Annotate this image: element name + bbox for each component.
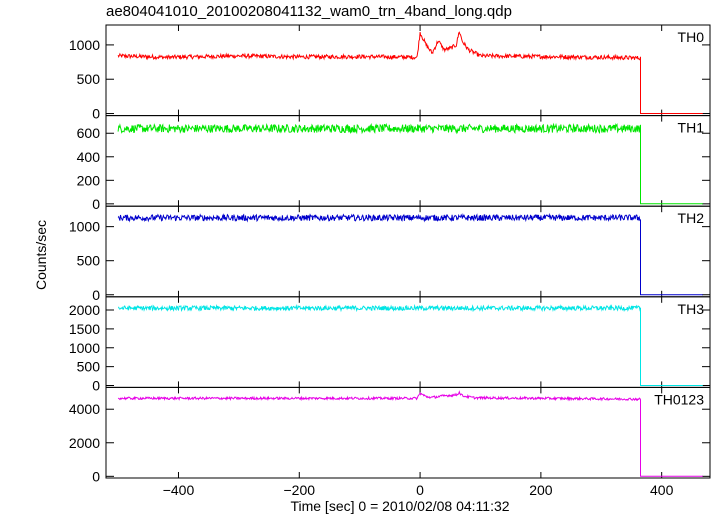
- x-tick-label: −400: [163, 482, 195, 498]
- x-tick-label: 0: [416, 482, 424, 498]
- series-label: TH3: [678, 301, 705, 317]
- panel-frame: [105, 24, 711, 117]
- x-tick-label: 400: [650, 482, 674, 498]
- y-tick-label: 1000: [69, 37, 100, 53]
- panel-th1: 0 200 400 600 TH1: [77, 115, 711, 212]
- panels-group: 0 500 1000 TH0 0 200 400 600 TH1 0 500 1000 TH2 0 500 1…: [69, 24, 711, 498]
- series-line-th0123: [117, 390, 703, 477]
- panel-th2: 0 500 1000 TH2: [69, 205, 711, 303]
- y-tick-label: 500: [77, 71, 101, 87]
- y-tick-label: 500: [77, 253, 101, 269]
- x-axis-label: Time [sec] 0 = 2010/02/08 04:11:32: [290, 498, 509, 514]
- y-tick-label: 2000: [69, 302, 100, 318]
- y-tick-label: 200: [77, 172, 101, 188]
- series-line-th1: [117, 122, 703, 205]
- series-label: TH1: [678, 120, 705, 136]
- y-tick-label: 1500: [69, 321, 100, 337]
- panel-frame: [105, 205, 711, 298]
- series-line-th0: [117, 31, 703, 114]
- y-tick-label: 0: [92, 468, 100, 484]
- y-tick-label: 0: [92, 378, 100, 394]
- y-tick-label: 0: [92, 287, 100, 303]
- series-line-th3: [118, 303, 703, 386]
- y-tick-label: 0: [92, 106, 100, 122]
- panel-th0: 0 500 1000 TH0: [69, 24, 711, 122]
- series-label: TH2: [678, 210, 705, 226]
- panel-frame: [105, 296, 711, 388]
- y-tick-label: 1000: [69, 219, 100, 235]
- y-tick-label: 500: [77, 359, 101, 375]
- series-label: TH0: [678, 29, 705, 45]
- y-tick-label: 600: [77, 125, 101, 141]
- y-tick-label: 2000: [69, 435, 100, 451]
- panel-th0123: 0 2000 4000 TH0123: [69, 386, 711, 484]
- y-tick-label: 4000: [69, 401, 100, 417]
- series-line-th2: [117, 212, 703, 296]
- x-tick-label: 200: [529, 482, 553, 498]
- series-label: TH0123: [654, 391, 704, 407]
- y-tick-label: 1000: [69, 340, 100, 356]
- chart-title: ae804041010_20100208041132_wam0_trn_4ban…: [106, 3, 512, 20]
- x-tick-label: −200: [284, 482, 316, 498]
- y-tick-label: 400: [77, 149, 101, 165]
- y-axis-label: Counts/sec: [33, 220, 49, 290]
- y-tick-label: 0: [92, 196, 100, 212]
- panel-th3: 0 500 1000 1500 2000 TH3: [69, 296, 711, 394]
- panel-frame: [105, 386, 711, 479]
